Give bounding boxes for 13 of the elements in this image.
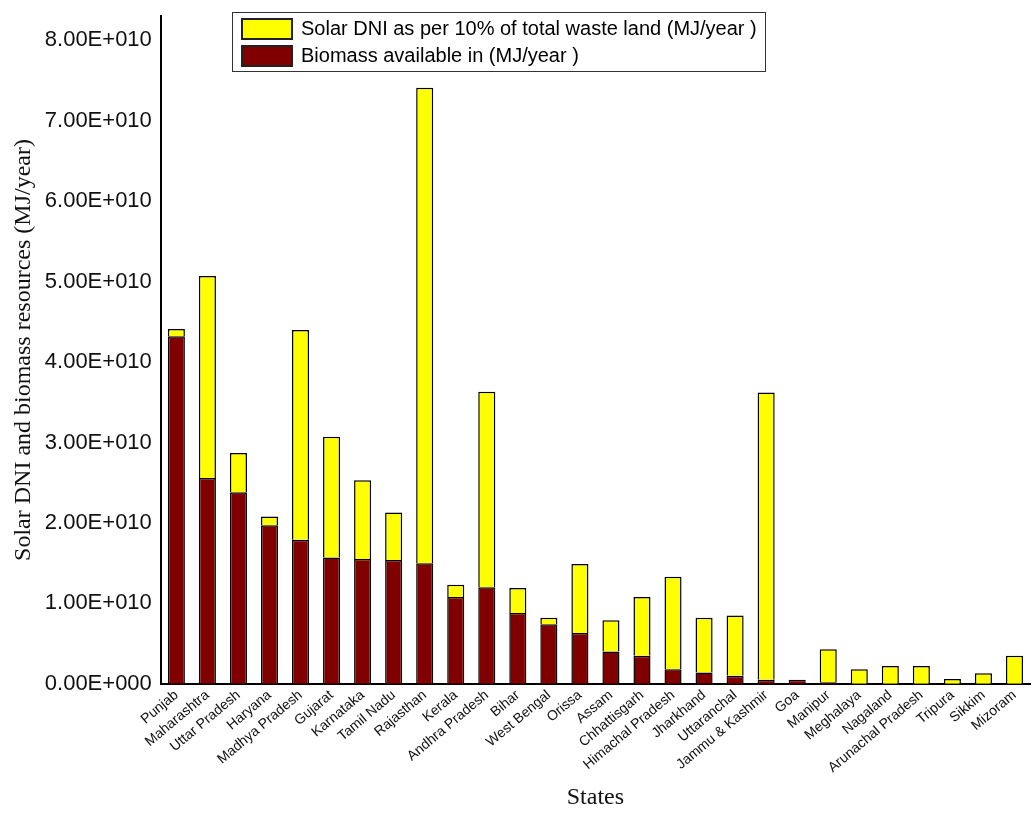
x-axis-title: States <box>566 782 625 809</box>
y-tick-label: 3.00E+010 <box>44 428 152 454</box>
y-tick-label: 4.00E+010 <box>44 348 152 374</box>
y-axis-title: Solar DNI and biomass resources (MJ/year) <box>8 139 35 561</box>
legend-label: Solar DNI as per 10% of total waste land (MJ/year ) <box>301 17 757 40</box>
y-tick-label: 7.00E+010 <box>44 106 152 132</box>
y-tick-label: 6.00E+010 <box>44 187 152 213</box>
y-tick-label: 1.00E+010 <box>44 589 152 615</box>
legend-label: Biomass available in (MJ/year ) <box>301 44 579 67</box>
y-tick-label: 5.00E+010 <box>44 267 152 293</box>
y-tick-label: 8.00E+010 <box>44 26 152 52</box>
y-tick-label: 0.00E+000 <box>44 669 152 695</box>
y-tick-label: 2.00E+010 <box>44 508 152 534</box>
